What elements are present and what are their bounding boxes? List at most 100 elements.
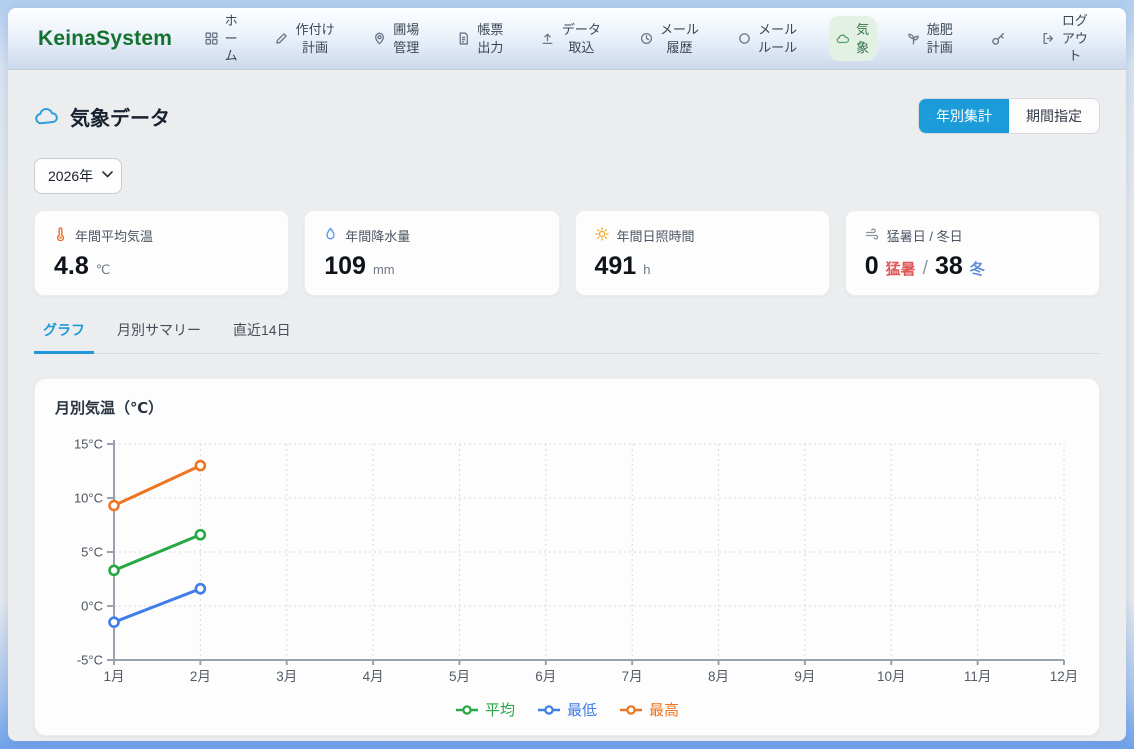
- legend-marker-icon: [455, 704, 478, 715]
- nav-item-label: 作付け計画: [295, 21, 335, 55]
- legend-label: 最高: [649, 702, 680, 719]
- legend-item[interactable]: 最高: [619, 699, 679, 720]
- stat-cold-value: 38: [934, 252, 963, 280]
- wind-icon: [865, 227, 879, 244]
- temperature-chart: -5°C 0°C 5°C 10°C 15°C 1月 2月 3月 4月 5月 6月 7月 8月 9月 10月 1…: [51, 434, 1083, 693]
- nav-item-label: 気象: [856, 21, 870, 55]
- top-navigation: KeinaSystem ホーム 作付け計画 圃場管理: [8, 8, 1126, 70]
- stat-card-extreme-days: 猛暑日 / 冬日 0 猛暑 / 38 冬: [844, 210, 1100, 296]
- svg-text:4月: 4月: [363, 669, 384, 684]
- nav-item-label: メールルール: [758, 21, 798, 55]
- grid-icon: [205, 32, 218, 45]
- stat-value: 109: [324, 252, 366, 280]
- thermometer-icon: [54, 227, 67, 244]
- stat-unit: h: [643, 262, 651, 277]
- nav-item-label: データ取込: [561, 21, 601, 55]
- tab-graph[interactable]: グラフ: [34, 320, 94, 354]
- nav-item-label: 施肥計画: [926, 21, 953, 55]
- pin-icon: [373, 32, 386, 45]
- title-row: 気象データ 年別集計 期間指定: [34, 96, 1100, 136]
- nav-item-report-output[interactable]: 帳票出力: [450, 16, 511, 61]
- nav-item-label: ログアウト: [1061, 13, 1088, 64]
- stat-value: 491: [594, 252, 637, 280]
- nav-item-mail-rules[interactable]: メールルール: [731, 16, 806, 61]
- nav-item-planting-plan[interactable]: 作付け計画: [268, 16, 343, 61]
- app-window: KeinaSystem ホーム 作付け計画 圃場管理: [8, 8, 1126, 741]
- svg-text:-5°C: -5°C: [77, 653, 103, 668]
- legend-item[interactable]: 最低: [537, 699, 597, 720]
- svg-text:7月: 7月: [622, 669, 643, 684]
- droplet-icon: [324, 227, 337, 244]
- nav-item-label: ホーム: [224, 13, 238, 64]
- seedling-icon: [907, 32, 920, 45]
- chart-title: 月別気温（℃）: [55, 400, 164, 417]
- nav-items: ホーム 作付け計画 圃場管理 帳票出力: [198, 8, 1096, 70]
- nav-item-fertilization-plan[interactable]: 施肥計画: [900, 16, 961, 61]
- nav-item-logout[interactable]: ログアウト: [1035, 8, 1096, 70]
- svg-text:2月: 2月: [190, 669, 211, 684]
- svg-text:1月: 1月: [103, 669, 124, 684]
- nav-item-label: 圃場管理: [393, 21, 420, 55]
- history-icon: [640, 32, 653, 45]
- tab-monthly-summary[interactable]: 月別サマリー: [117, 322, 201, 338]
- nav-item-weather[interactable]: 気象: [828, 15, 877, 62]
- stat-label: 年間平均気温: [75, 229, 154, 244]
- stat-separator: /: [922, 258, 928, 279]
- page-title: 気象データ: [34, 102, 170, 131]
- legend-label: 平均: [484, 702, 515, 719]
- stat-hot-label: 猛暑: [885, 261, 916, 278]
- nav-item-mail-history[interactable]: メール履歴: [633, 16, 708, 61]
- chart-legend: 平均 最低 最高: [51, 699, 1083, 720]
- svg-text:15°C: 15°C: [74, 437, 103, 452]
- stat-cold-label: 冬: [969, 261, 985, 278]
- nav-item-password[interactable]: [984, 27, 1012, 51]
- upload-icon: [541, 32, 554, 45]
- page-title-text: 気象データ: [70, 107, 170, 130]
- nav-item-field-management[interactable]: 圃場管理: [366, 16, 427, 61]
- nav-item-label: メール履歴: [659, 21, 699, 55]
- stat-unit: mm: [372, 262, 395, 277]
- logout-icon: [1042, 32, 1055, 45]
- legend-marker-icon: [537, 704, 560, 715]
- svg-text:12月: 12月: [1050, 669, 1079, 684]
- svg-text:5月: 5月: [449, 669, 470, 684]
- cloud-icon: [836, 33, 850, 45]
- stats-row: 年間平均気温 4.8 ℃ 年間降水量 109 mm: [34, 210, 1100, 296]
- pencil-icon: [275, 32, 288, 45]
- main-content: 気象データ 年別集計 期間指定 2026年: [8, 96, 1126, 736]
- sun-icon: [594, 227, 609, 244]
- document-icon: [457, 32, 470, 45]
- svg-text:3月: 3月: [276, 669, 297, 684]
- year-select[interactable]: 2026年: [34, 158, 122, 194]
- svg-text:6月: 6月: [535, 669, 556, 684]
- stat-label: 猛暑日 / 冬日: [886, 229, 963, 244]
- svg-text:10°C: 10°C: [74, 491, 103, 506]
- chart-card: 月別気温（℃） -5°C 0°C 5°C 10°C 15°C 1月 2月 3月 4月 5月 6月 7月…: [34, 378, 1100, 736]
- stat-hot-value: 0: [864, 252, 879, 280]
- stat-card-precipitation: 年間降水量 109 mm: [304, 210, 560, 296]
- brand-logo: KeinaSystem: [38, 26, 173, 50]
- period-select-button[interactable]: 期間指定: [1009, 99, 1099, 133]
- tabs-row: グラフ 月別サマリー 直近14日: [34, 320, 1100, 354]
- stat-card-avg-temp: 年間平均気温 4.8 ℃: [34, 210, 290, 296]
- svg-text:9月: 9月: [794, 669, 815, 684]
- svg-text:8月: 8月: [708, 669, 729, 684]
- legend-item[interactable]: 平均: [455, 699, 515, 720]
- stat-label: 年間日照時間: [616, 229, 695, 244]
- nav-item-data-import[interactable]: データ取込: [534, 16, 609, 61]
- legend-marker-icon: [620, 704, 642, 715]
- stat-unit: ℃: [95, 262, 111, 277]
- key-icon: [991, 32, 1005, 46]
- svg-text:5°C: 5°C: [81, 545, 103, 560]
- tab-recent-14-days[interactable]: 直近14日: [233, 322, 291, 338]
- view-toggle: 年別集計 期間指定: [918, 98, 1100, 134]
- cloud-icon: [34, 107, 60, 126]
- stat-card-sunshine: 年間日照時間 491 h: [574, 210, 830, 296]
- svg-text:11月: 11月: [964, 669, 992, 684]
- year-row: 2026年: [34, 158, 1100, 194]
- nav-item-label: 帳票出力: [477, 21, 504, 55]
- nav-item-home[interactable]: ホーム: [198, 8, 245, 70]
- stat-value: 4.8: [54, 252, 89, 280]
- svg-text:0°C: 0°C: [81, 599, 103, 614]
- yearly-summary-button[interactable]: 年別集計: [919, 99, 1009, 133]
